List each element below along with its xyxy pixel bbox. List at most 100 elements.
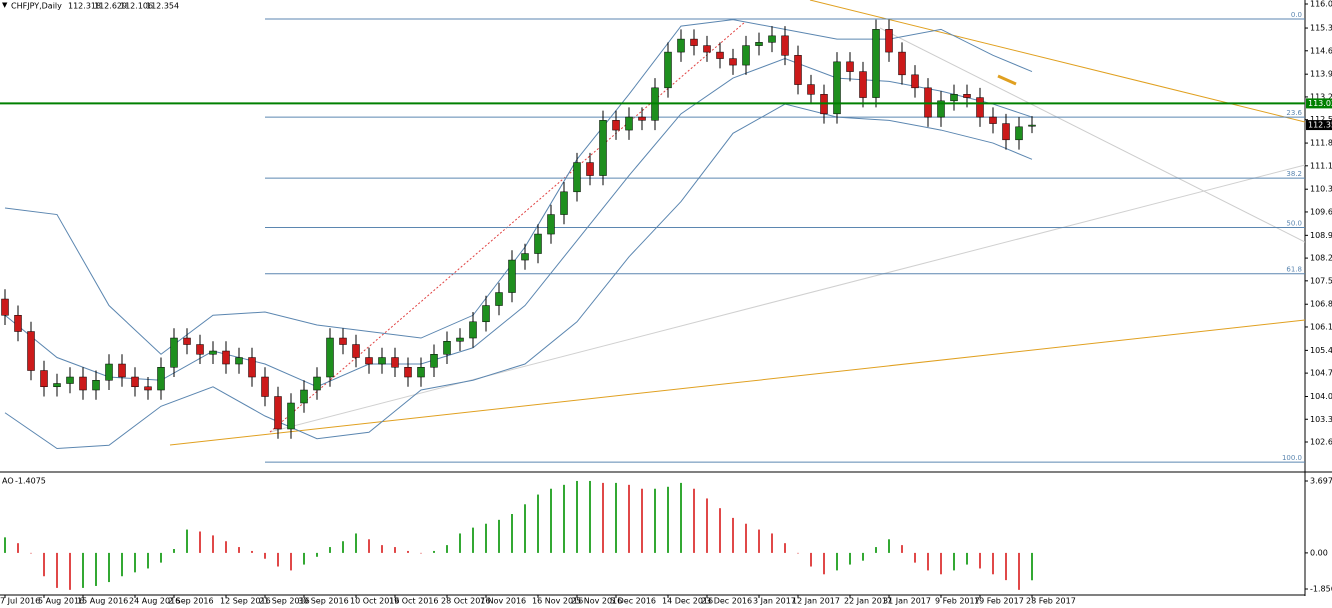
band-middle [4,58,1033,388]
ao-bar [745,523,747,553]
trend-lines [169,0,1305,446]
ao-bar [238,547,240,553]
candle-body [794,55,802,85]
candle-body [508,259,516,293]
ao-bar [901,545,903,553]
fib-label: 0.0 [1291,11,1302,19]
candle-body [781,35,789,56]
candle-body [274,396,282,430]
ao-bar [927,552,929,571]
ao-bar [121,552,123,577]
level-label-box [1306,98,1332,109]
y-tick-label: 111.100 [1310,161,1332,170]
ao-name: AO [2,477,14,486]
candle-body [859,71,867,98]
candle-body [248,357,256,378]
y-tick-label: 115.340 [1310,24,1332,33]
ao-bar [693,488,695,553]
candle-body [378,357,386,365]
candle-body [456,337,464,342]
ao-tick-label: 3.6975 [1310,477,1332,486]
ao-bar [225,541,227,553]
ao-bar [433,550,435,553]
ao-bar [914,552,916,563]
ao-bar [43,552,45,577]
fib-label: 38.2 [1286,170,1302,178]
y-tick-label: 113.220 [1310,92,1332,101]
ao-bar [160,552,162,563]
ao-bar [303,552,305,565]
x-tick-label: 25 Nov 2016 [571,597,622,606]
ao-tick-label: 0.00 [1310,548,1328,557]
y-tick-label: 109.680 [1310,207,1332,216]
ao-bar [784,543,786,553]
x-tick-label: 22 Jan 2017 [844,597,892,606]
candle-body [391,357,399,368]
ao-bar [875,547,877,553]
candle-body [53,383,61,388]
ao-bar [771,533,773,553]
candle-body [144,386,152,391]
x-tick-label: 21 Sep 2016 [259,597,310,606]
candle-body [14,315,22,332]
x-tick-label: 3 Jan 2017 [753,597,796,606]
ao-bar [511,514,513,553]
candle-body [612,120,620,131]
y-tick-label: 106.140 [1310,322,1332,331]
y-tick-label: 106.840 [1310,300,1332,309]
ao-bar [277,552,279,567]
x-tick-label: 2 Sep 2016 [168,597,214,606]
trend-line [879,27,1305,243]
y-tick-label: 116.080 [1310,0,1332,9]
ao-bar [576,480,578,553]
y-tick-label: 104.720 [1310,369,1332,378]
candle-body [521,253,529,261]
y-tick-label: 104.000 [1310,392,1332,401]
ao-bar [342,541,344,553]
x-tick-label: 31 Jan 2017 [883,597,931,606]
ao-bar [1018,552,1020,590]
candle-body [937,100,945,118]
ao-bar [446,545,448,553]
candle-body [768,35,776,43]
candle-body [131,376,139,388]
ao-bar [1031,552,1033,581]
ao-bar [1005,552,1007,581]
ao-bar [212,535,214,553]
ao-bar [4,537,6,553]
candle-body [261,376,269,397]
menu-triangle: ▼ [2,1,8,9]
ohlc-low: 112.106 [120,2,153,11]
candle-body [885,29,893,53]
ao-bar [524,504,526,553]
ao-bar [290,552,292,571]
candle-body [287,402,295,430]
candle-body [417,367,425,378]
x-tick-label: 19 Oct 2016 [389,597,438,606]
candle-body [911,74,919,89]
ao-bar [615,482,617,553]
ao-bar [979,552,981,569]
candle-body [352,344,360,358]
ao-bar [108,552,110,583]
candle-body [1015,126,1023,141]
y-tick-label: 108.960 [1310,231,1332,240]
y-tick-label: 113.920 [1310,70,1332,79]
ao-bar [485,523,487,553]
ohlc-open: 112.318 [68,2,101,11]
x-tick-label: 28 Feb 2017 [1026,597,1076,606]
candle-body [1028,124,1036,127]
candle-body [716,51,724,59]
ao-bar [82,552,84,588]
ao-bar [95,552,97,586]
fib-base-line [269,21,746,433]
ao-bar [251,550,253,553]
candle-body [365,357,373,365]
candle-body [300,389,308,404]
x-tick-label: 28 Oct 2016 [441,597,490,606]
ao-bar [264,552,266,559]
candle-body [235,357,243,365]
ao-bar [173,549,175,553]
ao-bar [69,552,71,590]
